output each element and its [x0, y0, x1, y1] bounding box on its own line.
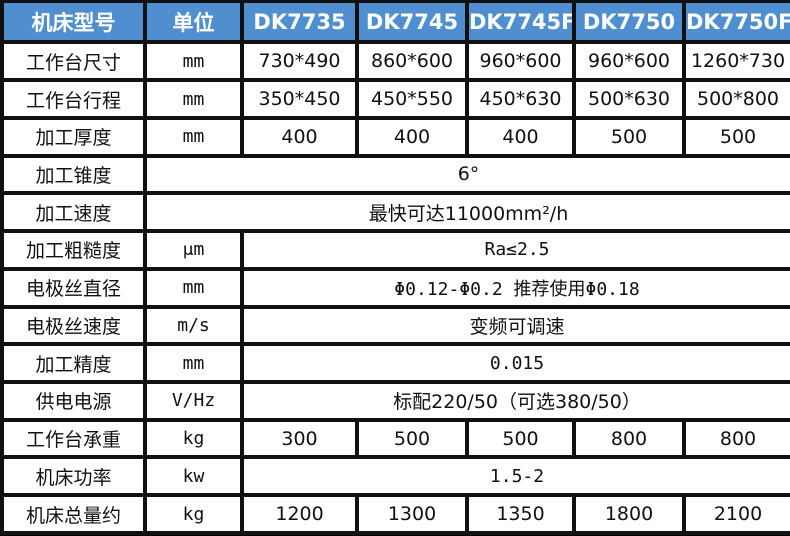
row-value: 350*450 [244, 82, 355, 116]
row-unit: mm [147, 346, 240, 380]
row-label: 机床总量约 [4, 497, 143, 531]
table-row: 工作台行程 mm 350*450 450*550 450*630 500*630 500*8… [4, 82, 790, 116]
row-value: 400 [359, 119, 465, 154]
row-value: 500 [359, 421, 465, 456]
row-value: 300 [244, 421, 355, 456]
table-row: 供电电源 V/Hz 标配220/50（可选380/50） [4, 383, 790, 418]
table-row: 机床功率 kw 1.5-2 [4, 459, 790, 494]
header-row: 机床型号 单位 DK7735 DK7745 DK7745F DK7750 DK7… [4, 3, 790, 41]
row-unit: μm [147, 233, 240, 267]
row-label: 电极丝直径 [4, 270, 143, 305]
row-label: 加工锥度 [4, 157, 143, 192]
table-row: 电极丝直径 mm Φ0.12-Φ0.2 推荐使用Φ0.18 [4, 270, 790, 305]
row-value: 400 [469, 119, 572, 154]
table-row: 工作台尺寸 mm 730*490 860*600 960*600 960*600 1260*… [4, 44, 790, 79]
row-label: 工作台尺寸 [4, 44, 143, 79]
row-label: 机床功率 [4, 459, 143, 494]
header-cell-dk7745: DK7745 [359, 3, 465, 41]
row-unit: mm [147, 119, 240, 154]
row-value: 960*600 [469, 44, 572, 79]
row-unit: V/Hz [147, 383, 240, 418]
row-label: 加工厚度 [4, 119, 143, 154]
row-value: 800 [686, 421, 790, 456]
row-label: 工作台承重 [4, 421, 143, 456]
row-value-merged: Φ0.12-Φ0.2 推荐使用Φ0.18 [244, 270, 790, 305]
row-label: 加工速度 [4, 195, 143, 230]
table-row: 加工速度 最快可达11000mm²/h [4, 195, 790, 230]
row-value-merged: 1.5-2 [244, 459, 790, 494]
row-value: 500*630 [576, 82, 682, 116]
row-value-merged: 6° [147, 157, 790, 192]
row-value: 400 [244, 119, 355, 154]
table-row: 加工厚度 mm 400 400 400 500 500 [4, 119, 790, 154]
table-row: 工作台承重 kg 300 500 500 800 800 [4, 421, 790, 456]
header-cell-unit: 单位 [147, 3, 240, 41]
row-unit: kg [147, 497, 240, 531]
row-value-merged: 最快可达11000mm²/h [147, 195, 790, 230]
header-cell-model: 机床型号 [4, 3, 143, 41]
table-row: 加工粗糙度 μm Ra≤2.5 [4, 233, 790, 267]
row-label: 供电电源 [4, 383, 143, 418]
table-row: 加工精度 mm 0.015 [4, 346, 790, 380]
row-value: 450*550 [359, 82, 465, 116]
row-label: 加工粗糙度 [4, 233, 143, 267]
row-value: 1300 [359, 497, 465, 531]
row-value: 1260*730 [686, 44, 790, 79]
table-row: 电极丝速度 m/s 变频可调速 [4, 308, 790, 343]
row-value: 860*600 [359, 44, 465, 79]
row-label: 工作台行程 [4, 82, 143, 116]
row-value: 450*630 [469, 82, 572, 116]
header-cell-dk7735: DK7735 [244, 3, 355, 41]
row-unit: kg [147, 421, 240, 456]
row-value: 1350 [469, 497, 572, 531]
row-label: 加工精度 [4, 346, 143, 380]
row-value-merged: 变频可调速 [244, 308, 790, 343]
row-value: 2100 [686, 497, 790, 531]
row-value: 500 [576, 119, 682, 154]
row-value: 500 [686, 119, 790, 154]
row-value: 500 [469, 421, 572, 456]
row-value: 800 [576, 421, 682, 456]
row-value: 1200 [244, 497, 355, 531]
row-unit: kw [147, 459, 240, 494]
row-label: 电极丝速度 [4, 308, 143, 343]
row-value-merged: Ra≤2.5 [244, 233, 790, 267]
row-value: 730*490 [244, 44, 355, 79]
row-value: 960*600 [576, 44, 682, 79]
row-value-merged: 标配220/50（可选380/50） [244, 383, 790, 418]
row-unit: m/s [147, 308, 240, 343]
row-value: 1800 [576, 497, 682, 531]
row-value: 500*800 [686, 82, 790, 116]
row-unit: mm [147, 270, 240, 305]
row-unit: mm [147, 82, 240, 116]
header-cell-dk7750: DK7750 [576, 3, 682, 41]
row-value-merged: 0.015 [244, 346, 790, 380]
table-row: 加工锥度 6° [4, 157, 790, 192]
table-row: 机床总量约 kg 1200 1300 1350 1800 2100 [4, 497, 790, 531]
header-cell-dk7750f: DK7750F [686, 3, 790, 41]
row-unit: mm [147, 44, 240, 79]
header-cell-dk7745f: DK7745F [469, 3, 572, 41]
